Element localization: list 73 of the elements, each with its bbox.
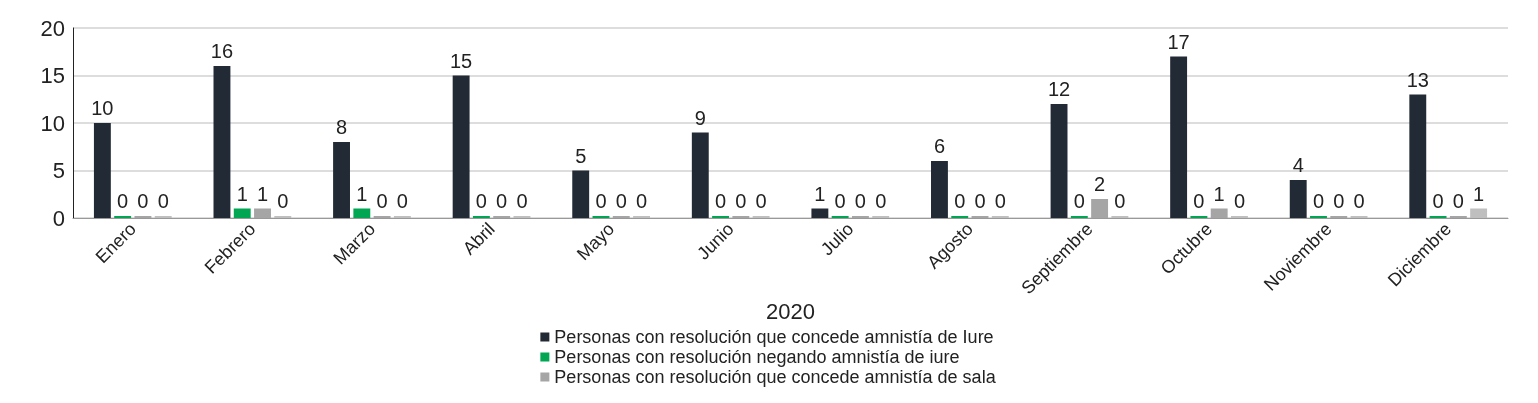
data-label: 10 bbox=[91, 97, 114, 119]
data-label: 0 bbox=[595, 190, 607, 212]
data-label: 6 bbox=[933, 135, 946, 157]
bar bbox=[1409, 94, 1427, 218]
data-label: 0 bbox=[137, 190, 149, 212]
data-label: 0 bbox=[396, 190, 408, 212]
y-tick-label: 10 bbox=[40, 110, 65, 136]
y-tick-label: 5 bbox=[52, 158, 65, 183]
data-label: 0 bbox=[516, 190, 528, 212]
bar bbox=[1289, 180, 1307, 218]
data-label: 0 bbox=[376, 190, 388, 212]
data-label: 0 bbox=[496, 190, 508, 212]
data-label: 0 bbox=[157, 190, 169, 212]
bar bbox=[452, 75, 470, 218]
legend-label: Personas con resolución negando amnistía de iure bbox=[554, 347, 960, 367]
data-label: 0 bbox=[974, 190, 986, 212]
data-label: 17 bbox=[1167, 30, 1190, 53]
data-label: 0 bbox=[475, 190, 487, 212]
data-label: 5 bbox=[575, 144, 587, 167]
data-label: 1 bbox=[236, 182, 248, 205]
data-label: 0 bbox=[277, 190, 289, 212]
data-label: 15 bbox=[450, 49, 473, 72]
bar bbox=[931, 161, 948, 218]
data-label: 16 bbox=[210, 40, 234, 62]
data-label: 0 bbox=[954, 190, 966, 212]
bar bbox=[353, 208, 371, 218]
data-label: 0 bbox=[735, 190, 747, 212]
x-tick-label: Julio bbox=[817, 218, 858, 260]
data-label: 0 bbox=[875, 190, 887, 212]
data-label: 1 bbox=[814, 182, 826, 205]
bar bbox=[213, 66, 231, 218]
data-label: 9 bbox=[694, 106, 706, 129]
data-label: 0 bbox=[1432, 190, 1444, 212]
bar bbox=[233, 208, 251, 218]
data-label: 2 bbox=[1094, 173, 1106, 195]
data-label: 1 bbox=[1473, 182, 1485, 205]
data-label: 8 bbox=[335, 116, 348, 138]
bar bbox=[1170, 56, 1188, 218]
legend-label: Personas con resolución que concede amnistía de Iure bbox=[554, 327, 994, 347]
data-label: 0 bbox=[1353, 190, 1365, 212]
data-label: 0 bbox=[755, 190, 767, 212]
y-tick-label: 0 bbox=[52, 205, 65, 231]
bar bbox=[1050, 104, 1068, 218]
data-label: 1 bbox=[256, 182, 269, 205]
legend-label: Personas con resolución que concede amnistía de sala bbox=[554, 367, 997, 387]
data-label: 12 bbox=[1047, 78, 1071, 100]
data-label: 4 bbox=[1292, 154, 1304, 176]
bar bbox=[572, 170, 590, 218]
data-label: 13 bbox=[1406, 68, 1429, 91]
data-label: 0 bbox=[854, 190, 866, 212]
bar bbox=[333, 142, 350, 218]
data-label: 0 bbox=[1452, 190, 1464, 212]
x-axis-title: 2020 bbox=[766, 298, 815, 324]
data-label: 1 bbox=[356, 182, 368, 205]
data-label: 0 bbox=[1233, 190, 1246, 212]
data-label: 0 bbox=[1333, 190, 1345, 212]
data-label: 0 bbox=[1114, 190, 1126, 212]
data-label: 0 bbox=[715, 190, 727, 212]
bar bbox=[811, 208, 829, 218]
data-label: 0 bbox=[1073, 190, 1085, 212]
bar bbox=[93, 123, 111, 218]
y-tick-label: 15 bbox=[40, 63, 65, 88]
data-label: 0 bbox=[1193, 190, 1205, 212]
bar bbox=[691, 132, 709, 218]
data-label: 0 bbox=[117, 190, 129, 212]
data-label: 1 bbox=[1213, 182, 1225, 205]
data-label: 0 bbox=[994, 190, 1006, 212]
y-tick-label: 20 bbox=[40, 15, 65, 41]
bar bbox=[1470, 208, 1488, 218]
data-label: 0 bbox=[834, 190, 846, 212]
data-label: 0 bbox=[635, 190, 648, 212]
data-label: 0 bbox=[1312, 190, 1325, 212]
data-label: 0 bbox=[615, 190, 627, 212]
